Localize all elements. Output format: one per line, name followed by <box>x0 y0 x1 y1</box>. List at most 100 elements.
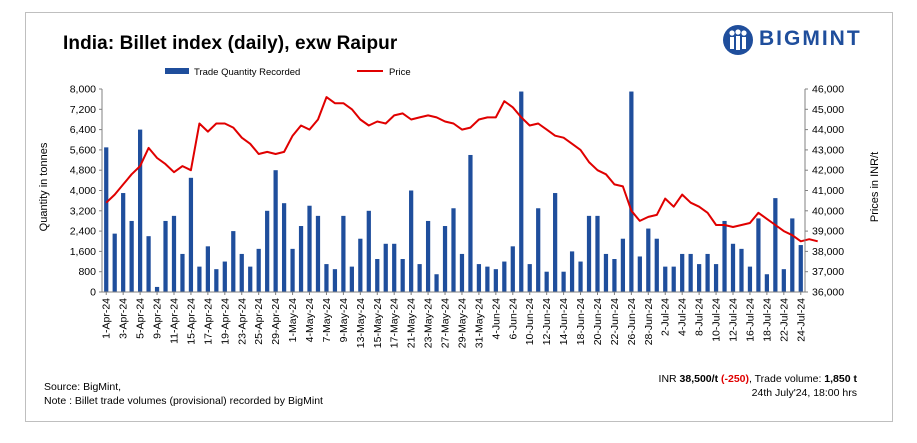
quantity-bar <box>561 271 566 292</box>
quantity-bar <box>425 220 431 292</box>
quantity-bar <box>332 269 338 292</box>
y-right-axis-title: Prices in INR/t <box>869 152 881 222</box>
y-left-tick-label: 3,200 <box>70 205 96 217</box>
source-text: Source: BigMint, <box>44 381 122 393</box>
quantity-bar <box>578 261 583 292</box>
quantity-bar <box>392 243 397 292</box>
x-tick-label: 5-Apr-24 <box>135 298 147 339</box>
x-tick-label: 19-Apr-24 <box>219 298 231 345</box>
quantity-bar <box>510 246 515 292</box>
quantity-bar <box>680 253 685 292</box>
quantity-bar <box>163 220 168 292</box>
volume-value: 1,850 t <box>824 373 857 385</box>
quantity-bar <box>646 228 651 292</box>
quantity-bar <box>188 177 194 292</box>
y-left-tick-label: 4,000 <box>70 185 96 197</box>
quantity-bar <box>629 91 634 292</box>
quantity-bar <box>485 266 490 292</box>
y-left-axis-title: Quantity in tonnes <box>38 142 50 231</box>
summary-line-1: INR 38,500/t (-250), Trade volume: 1,850… <box>659 372 857 386</box>
quantity-bar <box>637 256 642 292</box>
quantity-bar <box>248 266 253 292</box>
quantity-bar <box>307 205 312 292</box>
x-tick-label: 10-Jul-24 <box>711 298 723 342</box>
legend-bar-label: Trade Quantity Recorded <box>194 67 300 78</box>
x-tick-label: 28-Jun-24 <box>643 298 655 345</box>
x-tick-label: 4-Jul-24 <box>677 298 689 336</box>
x-tick-label: 9-Apr-24 <box>152 298 164 339</box>
y-right-tick-label: 38,000 <box>812 246 844 258</box>
quantity-bar <box>781 269 786 292</box>
quantity-bar <box>798 245 803 292</box>
x-tick-label: 10-Jun-24 <box>524 298 536 345</box>
x-tick-label: 31-May-24 <box>473 298 485 348</box>
x-tick-label: 17-Apr-24 <box>202 298 214 345</box>
quantity-bar <box>290 248 295 292</box>
x-tick-label: 18-Jun-24 <box>575 298 587 345</box>
quantity-bar <box>383 243 388 292</box>
x-tick-label: 6-Jun-24 <box>507 298 519 340</box>
x-tick-label: 22-Jul-24 <box>778 298 790 342</box>
x-tick-label: 24-Jul-24 <box>795 298 807 342</box>
quantity-bar <box>129 220 134 292</box>
quantity-bar <box>688 253 693 292</box>
brand-name: BIGMINT <box>759 27 862 50</box>
quantity-bar <box>756 218 761 292</box>
quantity-bar <box>222 261 227 292</box>
x-tick-label: 22-Jun-24 <box>609 298 621 345</box>
x-tick-label: 23-May-24 <box>423 298 435 348</box>
quantity-bar <box>697 264 702 292</box>
quantity-bar <box>315 215 321 292</box>
quantity-bar <box>705 253 710 292</box>
quantity-bar <box>104 147 109 292</box>
x-tick-label: 2-Jul-24 <box>660 298 672 336</box>
quantity-bar <box>654 238 659 292</box>
x-tick-label: 4-Jun-24 <box>490 298 502 340</box>
x-tick-label: 11-Apr-24 <box>169 298 181 344</box>
quantity-bar <box>205 246 210 292</box>
quantity-bar <box>612 259 617 292</box>
quantity-bar <box>171 215 177 292</box>
x-tick-label: 13-May-24 <box>355 298 367 348</box>
x-tick-label: 16-Jul-24 <box>744 298 756 342</box>
quantity-bar <box>137 129 143 292</box>
x-tick-label: 7-May-24 <box>321 298 333 343</box>
quantity-bar <box>298 226 304 292</box>
y-left-tick-label: 2,400 <box>70 226 96 238</box>
quantity-bar <box>713 264 719 292</box>
price-summary: INR 38,500/t (-250), Trade volume: 1,850… <box>659 372 857 400</box>
y-right-tick-label: 41,000 <box>812 185 844 197</box>
x-tick-label: 17-May-24 <box>389 298 401 348</box>
quantity-bar <box>349 266 354 292</box>
y-right-tick-label: 39,000 <box>812 226 844 238</box>
quantity-bar <box>112 233 117 292</box>
x-tick-label: 23-Apr-24 <box>236 298 248 345</box>
x-tick-label: 18-Jul-24 <box>761 298 773 342</box>
chart-frame <box>25 12 893 422</box>
x-tick-label: 20-Jun-24 <box>592 298 604 345</box>
y-left-tick-label: 7,200 <box>70 104 96 116</box>
quantity-bar <box>536 208 541 292</box>
quantity-bar <box>197 266 202 292</box>
price-line <box>105 96 818 243</box>
quantity-bar <box>324 264 329 292</box>
y-right-tick-label: 44,000 <box>812 124 844 136</box>
x-tick-label: 4-May-24 <box>304 298 316 343</box>
quantity-bar <box>739 248 744 292</box>
x-tick-label: 29-Apr-24 <box>270 298 282 345</box>
x-tick-label: 3-Apr-24 <box>118 298 130 339</box>
y-left-tick-label: 800 <box>78 266 96 278</box>
price-value: 38,500/t <box>679 373 719 385</box>
price-change: (-250) <box>720 373 749 385</box>
x-tick-label: 25-Apr-24 <box>253 298 265 345</box>
legend-line-label: Price <box>389 67 411 78</box>
price-prefix: INR <box>658 373 680 385</box>
quantity-bar <box>527 264 532 292</box>
quantity-bar <box>476 264 482 292</box>
y-left-tick-label: 5,600 <box>70 144 96 156</box>
y-right-tick-label: 36,000 <box>812 287 844 299</box>
x-tick-label: 8-Jul-24 <box>694 298 706 336</box>
quantity-bar <box>409 190 414 292</box>
quantity-bar <box>451 208 456 292</box>
